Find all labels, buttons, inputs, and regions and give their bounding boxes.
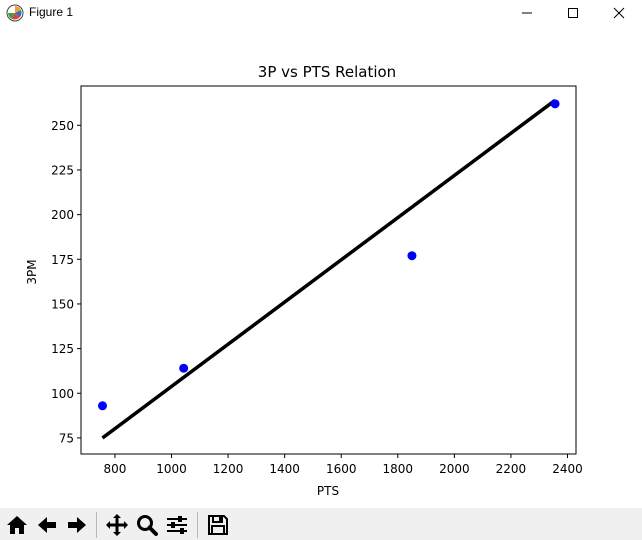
forward-button[interactable] bbox=[63, 511, 91, 539]
data-point bbox=[407, 251, 417, 261]
y-tick-label: 100 bbox=[51, 387, 74, 401]
configure-subplots-button[interactable] bbox=[163, 511, 191, 539]
data-point bbox=[550, 99, 560, 109]
data-points bbox=[97, 99, 560, 411]
x-tick-label: 2000 bbox=[439, 462, 470, 476]
configure-subplots-icon bbox=[167, 516, 187, 534]
chart-title: 3P vs PTS Relation bbox=[258, 63, 396, 81]
home-button[interactable] bbox=[3, 511, 31, 539]
x-tick-label: 2200 bbox=[496, 462, 527, 476]
toolbar-separator bbox=[96, 512, 97, 538]
window-title: Figure 1 bbox=[29, 5, 74, 19]
figure-canvas[interactable]: 3P vs PTS Relation 800 1000 1200 1400 1600 18… bbox=[0, 26, 642, 508]
y-axis-label: 3PM bbox=[25, 259, 39, 284]
scatter-chart: 3P vs PTS Relation 800 1000 1200 1400 1600 18… bbox=[25, 63, 583, 498]
minimize-icon bbox=[522, 12, 532, 14]
forward-arrow-icon bbox=[68, 517, 86, 533]
matplotlib-icon bbox=[6, 4, 24, 22]
plot-area bbox=[80, 85, 577, 455]
data-point bbox=[97, 401, 107, 411]
y-tick-label: 125 bbox=[51, 342, 74, 356]
data-point bbox=[179, 363, 189, 373]
close-icon bbox=[613, 7, 625, 19]
x-tick-label: 1600 bbox=[326, 462, 357, 476]
pan-icon bbox=[106, 514, 128, 536]
y-tick-label: 225 bbox=[51, 163, 74, 177]
home-icon bbox=[7, 516, 27, 534]
zoom-button[interactable] bbox=[133, 511, 161, 539]
y-tick-label: 150 bbox=[51, 297, 74, 311]
toolbar-separator bbox=[197, 512, 198, 538]
x-tick-label: 2400 bbox=[552, 462, 583, 476]
minimize-button[interactable] bbox=[504, 0, 550, 26]
x-tick-label: 1000 bbox=[156, 462, 187, 476]
close-button[interactable] bbox=[596, 0, 642, 26]
save-icon bbox=[208, 515, 228, 535]
navigation-toolbar bbox=[0, 508, 642, 540]
window-titlebar: Figure 1 bbox=[0, 0, 642, 26]
y-axis: 75 100 125 150 175 200 225 250 bbox=[51, 119, 81, 445]
maximize-icon bbox=[568, 8, 578, 18]
zoom-icon bbox=[137, 515, 158, 536]
back-button[interactable] bbox=[33, 511, 61, 539]
y-tick-label: 200 bbox=[51, 208, 74, 222]
x-tick-label: 1400 bbox=[269, 462, 300, 476]
maximize-button[interactable] bbox=[550, 0, 596, 26]
pan-button[interactable] bbox=[103, 511, 131, 539]
fit-line bbox=[101, 98, 557, 440]
x-axis: 800 1000 1200 1400 1600 1800 2000 2200 2400 bbox=[103, 454, 583, 476]
y-tick-label: 75 bbox=[59, 431, 74, 445]
y-tick-label: 250 bbox=[51, 119, 74, 133]
x-tick-label: 800 bbox=[103, 462, 126, 476]
x-tick-label: 1200 bbox=[213, 462, 244, 476]
x-tick-label: 1800 bbox=[383, 462, 414, 476]
back-arrow-icon bbox=[38, 517, 56, 533]
save-button[interactable] bbox=[204, 511, 232, 539]
y-tick-label: 175 bbox=[51, 253, 74, 267]
x-axis-label: PTS bbox=[317, 484, 339, 498]
